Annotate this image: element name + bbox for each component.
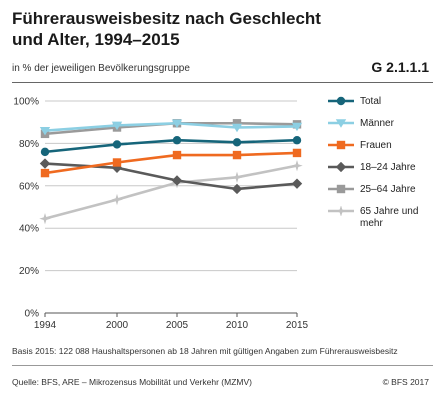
legend-key-icon (328, 96, 354, 106)
legend-marker (335, 162, 347, 172)
chart-code: G 2.1.1.1 (371, 59, 429, 75)
chart-title: Führerausweisbesitz nach Geschlecht und … (12, 9, 321, 49)
legend-label: 65 Jahre und mehr (360, 206, 419, 229)
data-point (112, 140, 122, 149)
data-point (231, 171, 243, 184)
basis-note: Basis 2015: 122 088 Haushaltspersonen ab… (12, 346, 398, 356)
header-divider (12, 82, 433, 83)
data-point (232, 138, 242, 147)
data-point (111, 193, 123, 206)
series-line (44, 138, 298, 154)
legend-item: 18–24 Jahre (328, 162, 420, 184)
legend-item: 25–64 Jahre (328, 184, 420, 206)
series-line (44, 164, 298, 220)
legend-label: 25–64 Jahre (360, 184, 416, 195)
legend-marker (336, 140, 346, 150)
data-point (292, 136, 302, 145)
legend-marker (335, 119, 347, 128)
series-line (44, 151, 298, 175)
legend-marker (335, 206, 347, 216)
source-note: Quelle: BFS, ARE – Mikrozensus Mobilität… (12, 377, 252, 387)
y-tick-label: 60% (19, 181, 39, 192)
legend-key-icon (328, 118, 354, 128)
x-tick-label: 2010 (226, 320, 249, 331)
y-tick-label: 40% (19, 224, 39, 235)
data-point (291, 178, 303, 189)
chart-legend: Total Männer Frauen 18–24 Jahre 25–64 Jahre 6… (328, 96, 420, 238)
data-point (232, 150, 242, 160)
legend-item: 65 Jahre und mehr (328, 206, 420, 238)
legend-key-icon (328, 184, 354, 194)
data-point (39, 212, 51, 225)
data-point (111, 162, 123, 173)
data-point (40, 147, 50, 157)
data-point (112, 158, 122, 167)
data-point (292, 148, 302, 158)
y-tick-label: 80% (19, 139, 39, 150)
data-point (231, 183, 243, 195)
data-point (39, 158, 51, 169)
legend-key-icon (328, 140, 354, 150)
legend-label: Total (360, 96, 382, 107)
footer-divider (12, 365, 433, 366)
data-point (232, 119, 242, 128)
legend-label: 18–24 Jahre (360, 162, 416, 173)
legend-item: Männer (328, 118, 420, 140)
legend-key-icon (328, 162, 354, 172)
copyright: © BFS 2017 (382, 377, 429, 387)
y-tick-label: 20% (19, 266, 39, 277)
x-tick-label: 2015 (286, 320, 309, 331)
legend-marker (336, 96, 346, 106)
y-tick-label: 100% (13, 97, 39, 108)
y-tick-label: 0% (25, 309, 40, 320)
x-tick-label: 1994 (34, 320, 57, 331)
legend-label: Männer (360, 118, 394, 129)
data-point (172, 150, 182, 160)
x-tick-label: 2005 (166, 320, 189, 331)
data-point (291, 159, 303, 172)
legend-item: Total (328, 96, 420, 118)
data-point (291, 122, 303, 132)
legend-marker (336, 184, 346, 194)
legend-item: Frauen (328, 140, 420, 162)
data-point (172, 136, 182, 145)
chart-subtitle: in % der jeweiligen Bevölkerungsgruppe (12, 63, 190, 74)
data-point (231, 123, 243, 133)
x-tick-label: 2000 (106, 320, 129, 331)
data-point (171, 119, 183, 128)
legend-key-icon (328, 206, 354, 216)
legend-label: Frauen (360, 140, 392, 151)
data-point (111, 121, 123, 131)
data-point (171, 175, 183, 186)
data-point (39, 126, 51, 136)
data-point (40, 168, 50, 178)
